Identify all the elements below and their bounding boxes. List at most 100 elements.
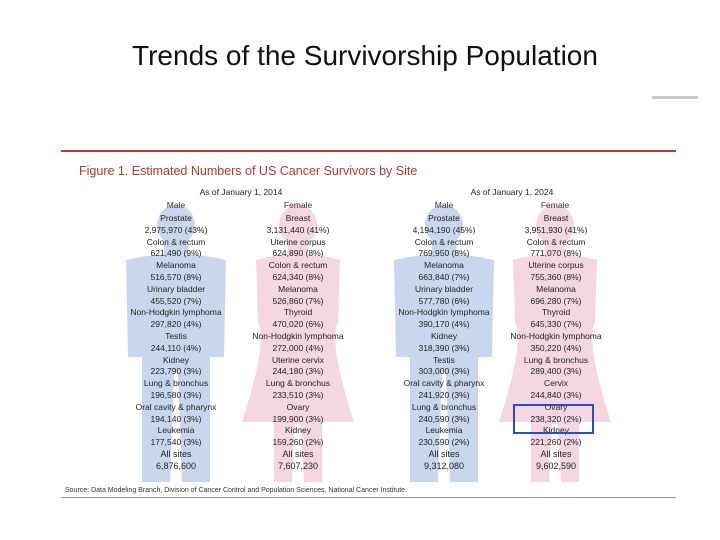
female-silhouette-2024-torso [499,254,611,482]
site-name: Non-Hodgkin lymphoma [130,307,222,318]
site-value: 455,520 (7%) [150,295,202,306]
site-entry: Non-Hodgkin lymphoma 272,000 (4%) [243,331,353,355]
male-silhouette-2024-head [425,205,463,245]
site-entry: Colon & rectum 624,340 (8%) [243,260,353,284]
site-name: Non-Hodgkin lymphoma [252,330,344,341]
site-value: 7,607,230 [277,460,319,471]
site-value: 221,260 (2%) [530,437,582,448]
site-entry: Kidney 223,790 (3%) [121,355,231,379]
site-name: All sites [428,448,460,459]
column-header-male-2014: Male [166,200,186,210]
site-entry: Melanoma 663,840 (7%) [389,260,499,284]
site-entry: Lung & bronchus 233,510 (3%) [243,378,353,402]
site-name: Colon & rectum [414,236,474,247]
site-name: Colon & rectum [268,260,328,271]
site-name: Lung & bronchus [265,378,331,389]
site-name: Melanoma [536,283,576,294]
slide-title: Trends of the Survivorship Population [132,40,598,71]
site-value: 241,920 (3%) [418,389,470,400]
ovary-highlight-box [513,404,594,434]
site-entry: Breast 3,131,440 (41%) [243,213,353,237]
site-entry: Prostate 4,194,190 (45%) [389,213,499,237]
site-entry: All sites 9,312,080 [389,449,499,473]
site-entry: Colon & rectum 771,070 (8%) [501,237,611,261]
site-entry: Uterine cervix 244,180 (3%) [243,355,353,379]
site-value: 318,390 (3%) [418,342,470,353]
site-entry: Thyroid 470,020 (6%) [243,307,353,331]
site-entry: Urinary bladder 455,520 (7%) [121,284,231,308]
site-value: 159,260 (2%) [272,437,324,448]
site-name: Cervix [543,378,569,389]
site-name: Melanoma [278,283,318,294]
site-value: 199,900 (3%) [272,413,324,424]
site-entry: Non-Hodgkin lymphoma 390,170 (4%) [389,307,499,331]
site-value: 516,570 (8%) [150,271,202,282]
female-silhouette-2024-head [536,205,574,245]
site-entry: All sites 7,607,230 [243,449,353,473]
site-value: 350,220 (4%) [530,342,582,353]
figure-bottom-rule [61,497,676,498]
site-entry: Non-Hodgkin lymphoma 297,820 (4%) [121,307,231,331]
site-value: 244,180 (3%) [272,366,324,377]
site-entry: Colon & rectum 769,950 (8%) [389,237,499,261]
site-entry: Uterine corpus 624,890 (8%) [243,237,353,261]
site-name: Kidney [285,425,311,436]
body-silhouettes [126,205,611,482]
site-name: Uterine cervix [272,354,324,365]
female-silhouette-2014-neck [288,242,308,256]
site-entry: Lung & bronchus 196,580 (3%) [121,378,231,402]
site-value: 223,790 (3%) [150,366,202,377]
site-value: 390,170 (4%) [418,319,470,330]
site-entry: Colon & rectum 621,490 (9%) [121,237,231,261]
site-value: 297,820 (4%) [150,319,202,330]
site-value: 645,330 (7%) [530,319,582,330]
column-male-2014: Prostate 2,975,970 (43%) Colon & rectum 621… [121,213,231,473]
site-value: 624,890 (8%) [272,248,324,259]
site-value: 470,020 (6%) [272,319,324,330]
site-value: 3,131,440 (41%) [266,224,330,235]
column-female-2014: Breast 3,131,440 (41%) Uterine corpus 624,8… [243,213,353,473]
site-entry: Testis 244,110 (4%) [121,331,231,355]
site-name: Thyroid [541,307,571,318]
site-entry: Kidney 318,390 (3%) [389,331,499,355]
site-name: Lung & bronchus [143,378,209,389]
site-name: Kidney [431,330,457,341]
site-entry: Oral cavity & pharynx 241,920 (3%) [389,378,499,402]
site-value: 624,340 (8%) [272,271,324,282]
site-entry: Melanoma 696,280 (7%) [501,284,611,308]
site-entry: Melanoma 526,860 (7%) [243,284,353,308]
site-value: 769,950 (8%) [418,248,470,259]
site-entry: Oral cavity & pharynx 194,140 (3%) [121,402,231,426]
site-value: 196,580 (3%) [150,389,202,400]
figure-source: Source: Data Modeling Branch, Division o… [65,487,408,494]
site-entry: Lung & bronchus 289,400 (3%) [501,355,611,379]
site-name: All sites [160,448,192,459]
site-value: 696,280 (7%) [530,295,582,306]
site-name: Prostate [160,213,192,223]
site-name: Testis [433,354,455,365]
site-name: Uterine corpus [270,236,326,247]
site-name: Ovary [544,401,568,412]
site-value: 577,780 (6%) [418,295,470,306]
site-value: 2,975,970 (43%) [144,224,208,235]
site-name: Colon & rectum [146,236,206,247]
site-entry: Testis 303,000 (3%) [389,355,499,379]
site-value: 526,860 (7%) [272,295,324,306]
site-name: Non-Hodgkin lymphoma [398,307,490,318]
site-name: Leukemia [157,425,195,436]
site-value: 194,140 (3%) [150,413,202,424]
site-name: Uterine corpus [528,260,584,271]
site-entry: Cervix 244,840 (3%) [501,378,611,402]
site-name: Leukemia [425,425,463,436]
site-value: 755,360 (8%) [530,271,582,282]
figure-title: Figure 1. Estimated Numbers of US Cancer… [79,164,418,178]
site-entry: Ovary 199,900 (3%) [243,402,353,426]
male-silhouette-2014-head [157,205,195,245]
year-heading-2014: As of January 1, 2014 [199,187,283,197]
site-name: Breast [543,213,569,223]
site-name: Thyroid [283,307,313,318]
female-silhouette-2014-head [279,205,317,245]
corner-mark [652,96,698,99]
site-value: 230,590 (2%) [418,437,470,448]
column-female-2024: Breast 3,951,930 (41%) Colon & rectum 771,0… [501,213,611,473]
